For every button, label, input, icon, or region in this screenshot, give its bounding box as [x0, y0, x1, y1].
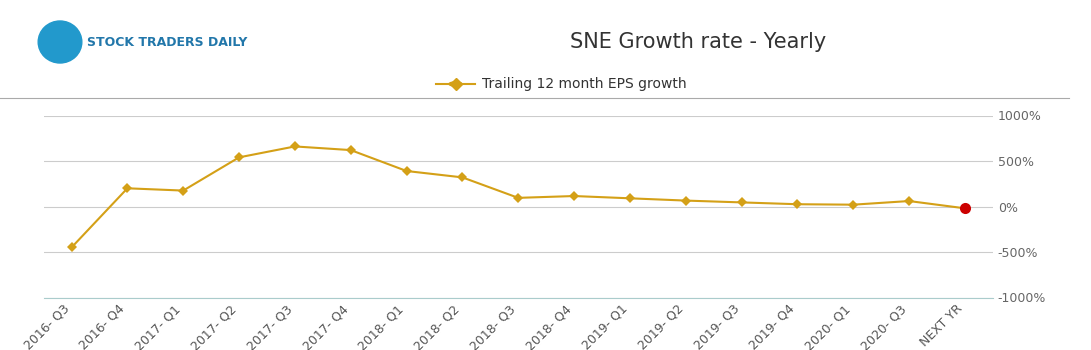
Text: Trailing 12 month EPS growth: Trailing 12 month EPS growth: [482, 77, 687, 91]
Text: SNE Growth rate - Yearly: SNE Growth rate - Yearly: [571, 32, 826, 52]
Text: STOCK TRADERS DAILY: STOCK TRADERS DAILY: [87, 35, 248, 49]
